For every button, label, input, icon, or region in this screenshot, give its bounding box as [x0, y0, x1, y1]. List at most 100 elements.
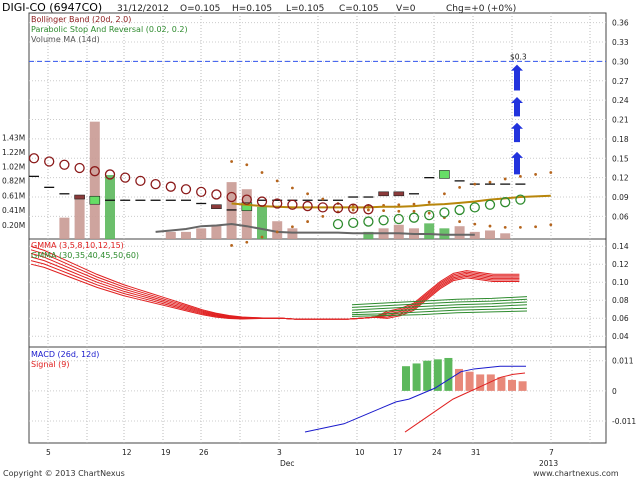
price-tick-label: 0.09 [612, 193, 629, 202]
legend-macd: MACD (26d, 12d) [31, 350, 99, 359]
bollinger-upper-dot [549, 171, 553, 174]
volume-bar [424, 223, 435, 239]
bollinger-lower-dot [488, 224, 492, 228]
macd-histogram [402, 357, 527, 391]
sar-dot-below [378, 215, 389, 226]
sar-dot-above [226, 191, 237, 203]
legend-volume-ma: Volume MA (14d) [31, 35, 100, 44]
macd-hist-bar [465, 371, 474, 391]
macd-hist-bar [476, 374, 485, 391]
legend-gmma-short: GMMA (3,5,8,10,12,15) [31, 241, 124, 250]
bollinger-lower-dot [427, 211, 431, 215]
price-bar-down [74, 194, 85, 200]
x-tick-label: 5 [46, 448, 51, 457]
up-arrow [511, 96, 523, 117]
volume-bar [287, 228, 298, 239]
up-arrow [511, 64, 523, 91]
volume-bar [181, 231, 191, 239]
price-tick-label: 0.36 [612, 19, 629, 28]
horizontal-grid [29, 22, 606, 422]
sar-upper-dots [28, 153, 374, 215]
close-readout: C=0.105 [339, 4, 379, 14]
price-tick-label: 0.27 [612, 77, 629, 86]
price-tick-label: 0.21 [612, 116, 629, 125]
sar-dot-above [363, 204, 374, 215]
sar-dot-below [363, 216, 374, 227]
sar-dot-above [302, 200, 313, 212]
x-tick-label: 19 [161, 448, 171, 457]
macd-hist-bar [412, 363, 421, 391]
price-tick-label: 0.33 [612, 38, 629, 47]
sar-dot-below [408, 212, 420, 223]
copyright-text: Copyright © 2013 ChartNexus [3, 469, 125, 478]
volume-bar [59, 217, 70, 239]
x-tick-label: 10 [355, 448, 365, 457]
bollinger-lower-dot [306, 220, 309, 223]
bollinger-lower-dot [321, 215, 325, 218]
volume-tick-label: 0.61M [2, 192, 25, 201]
gmma-long-line [351, 298, 528, 308]
gmma-tick-label: 0.06 [612, 314, 629, 323]
change-readout: Chg=+0 (+0%) [446, 4, 516, 14]
sar-dot-above [59, 159, 70, 170]
price-bar-down [378, 191, 389, 197]
bollinger-upper-dot [427, 200, 431, 204]
sar-dot-above [165, 181, 176, 192]
sar-dot-above [135, 175, 146, 187]
sar-dot-below [469, 202, 480, 213]
symbol-title: DIGI-CO (6947CO) [2, 1, 102, 14]
gmma-long-line [351, 307, 528, 316]
price-bar-down [393, 191, 405, 197]
high-readout: H=0.105 [232, 4, 272, 14]
gmma-short-line [30, 263, 520, 320]
volume-tick-label: 1.02M [2, 162, 25, 171]
legend-bollinger: Bollinger Band (20d, 2.0) [31, 15, 131, 24]
sar-dot-above [256, 196, 268, 207]
bollinger-upper-dot [473, 182, 477, 186]
sar-dot-above [332, 202, 344, 214]
bollinger-upper-dot [321, 197, 325, 201]
price-tick-label: 0.24 [612, 96, 629, 105]
bollinger-upper-dot [260, 171, 264, 174]
volume-bar [196, 228, 207, 239]
volume-axis: 1.43M 1.22M 1.02M 0.82M 0.61M 0.41M 0.20M [2, 133, 25, 229]
gmma-tick-label: 0.12 [612, 260, 629, 269]
price-bar-up [439, 170, 450, 179]
macd-hist-bar [486, 374, 495, 391]
gmma-tick-label: 0.04 [612, 332, 629, 341]
sar-dot-below [500, 197, 511, 208]
volume-bar [363, 231, 374, 239]
bollinger-upper-dot [503, 177, 507, 181]
volume-bar [211, 224, 222, 239]
sar-dot-below [424, 209, 435, 221]
macd-hist-bar [402, 366, 410, 391]
gmma-tick-label: 0.08 [612, 296, 629, 305]
date-readout: 31/12/2012 [117, 4, 169, 14]
up-arrow [511, 151, 523, 175]
price-axis: 0.36 0.33 0.30 0.27 0.24 0.21 0.18 0.15 0.12 0.09… [612, 19, 629, 222]
bollinger-lower-dot [534, 225, 537, 229]
macd-hist-bar [508, 379, 516, 391]
sar-dot-above [196, 186, 207, 198]
bollinger-upper-dot [412, 202, 416, 206]
target-price-label: $0.3 [510, 52, 527, 61]
volume-bar [257, 207, 267, 239]
bollinger-lower-dot [275, 230, 279, 234]
sar-dot-below [439, 207, 450, 218]
volume-bar [74, 196, 85, 239]
gmma-tick-label: 0.14 [612, 242, 629, 251]
macd-hist-bar [518, 381, 527, 391]
sar-dot-above [180, 184, 192, 195]
volume-tick-label: 1.22M [2, 148, 25, 157]
sar-dot-above [44, 156, 55, 167]
up-arrow [511, 122, 523, 143]
breakout-arrows [511, 64, 523, 175]
sar-dot-above [28, 153, 40, 164]
x-tick-label: 24 [432, 448, 442, 457]
year-label-2013: 2013 [539, 459, 558, 468]
gmma-tick-label: 0.10 [612, 278, 629, 287]
sar-dot-above [150, 178, 161, 190]
x-tick-label: 12 [122, 448, 132, 457]
month-label-dec: Dec [280, 459, 295, 468]
volume-tick-label: 1.43M [2, 133, 25, 142]
